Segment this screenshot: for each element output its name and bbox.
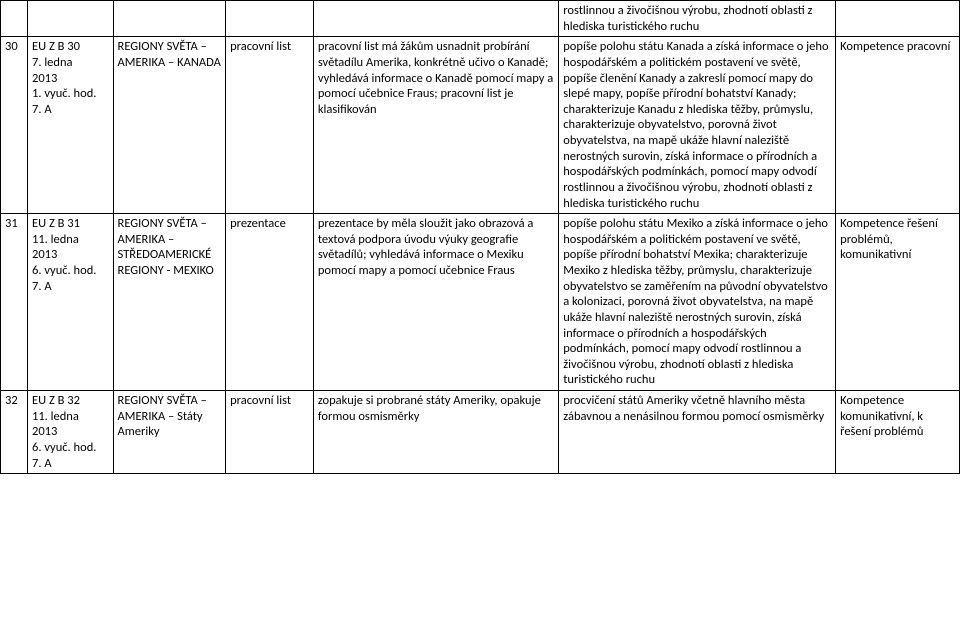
cell-description: prezentace by měla sloužit jako obrazová… [313,214,558,391]
table-row: 32 EU Z B 3211. ledna20136. vyuč. hod.7.… [1,391,960,474]
cell-competence: Kompetence komunikativní, k řešení probl… [836,391,960,474]
cell-topic: REGIONY SVĚTA – AMERIKA – Státy Ameriky [113,391,226,474]
cell-format: prezentace [226,214,314,391]
table-row: 30 EU Z B 307. ledna20131. vyuč. hod.7. … [1,37,960,214]
cell-outcomes: procvičení států Ameriky včetně hlavního… [559,391,836,474]
cell-format: pracovní list [226,391,314,474]
cell-topic: REGIONY SVĚTA – AMERIKA – STŘEDOAMERICKÉ… [113,214,226,391]
curriculum-table: rostlinnou a živočišnou výrobu, zhodnotí… [0,0,960,474]
cell-id: EU Z B 307. ledna20131. vyuč. hod.7. A [28,37,114,214]
cell-competence: Kompetence pracovní [836,37,960,214]
cell-format: pracovní list [226,37,314,214]
table-row: 31 EU Z B 3111. ledna20136. vyuč. hod.7.… [1,214,960,391]
cell-num: 30 [1,37,28,214]
cell-outcomes: rostlinnou a živočišnou výrobu, zhodnotí… [559,1,836,37]
cell-description: zopakuje si probrané státy Ameriky, opak… [313,391,558,474]
cell-description [313,1,558,37]
cell-num [1,1,28,37]
cell-id: EU Z B 3111. ledna20136. vyuč. hod.7. A [28,214,114,391]
cell-topic [113,1,226,37]
cell-outcomes: popíše polohu státu Mexiko a získá infor… [559,214,836,391]
cell-topic: REGIONY SVĚTA – AMERIKA – KANADA [113,37,226,214]
cell-competence [836,1,960,37]
cell-num: 31 [1,214,28,391]
cell-id: EU Z B 3211. ledna20136. vyuč. hod.7. A [28,391,114,474]
table-row: rostlinnou a živočišnou výrobu, zhodnotí… [1,1,960,37]
cell-competence: Kompetence řešení problémů, komunikativn… [836,214,960,391]
cell-format [226,1,314,37]
cell-outcomes: popíše polohu státu Kanada a získá infor… [559,37,836,214]
cell-num: 32 [1,391,28,474]
cell-id [28,1,114,37]
cell-description: pracovní list má žákům usnadnit probírán… [313,37,558,214]
